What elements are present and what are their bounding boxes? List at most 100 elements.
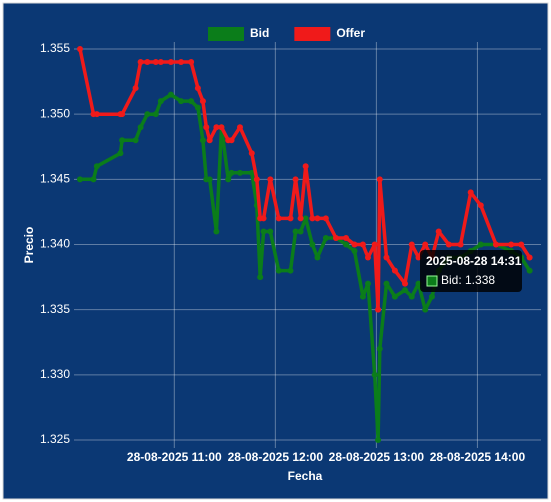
data-point <box>457 241 464 248</box>
data-point <box>213 124 220 131</box>
data-point <box>167 91 174 98</box>
data-point <box>236 124 243 131</box>
data-point <box>359 241 366 248</box>
data-point <box>297 228 304 235</box>
data-point <box>383 280 390 287</box>
data-point <box>435 228 442 235</box>
y-tick-label: 1.330 <box>40 367 70 381</box>
y-tick-label: 1.325 <box>40 432 70 446</box>
data-point <box>188 59 195 66</box>
data-point <box>225 176 232 183</box>
data-point <box>428 293 435 300</box>
tooltip-box <box>420 250 522 292</box>
data-point <box>508 241 515 248</box>
data-point <box>203 124 210 131</box>
data-point <box>157 59 164 66</box>
data-point <box>391 293 398 300</box>
data-point <box>371 241 378 248</box>
data-point <box>302 163 309 170</box>
data-point <box>194 104 201 111</box>
x-tick-label: 28-08-2025 11:00 <box>127 450 222 464</box>
data-point <box>137 59 144 66</box>
x-tick-label: 28-08-2025 12:00 <box>228 450 324 464</box>
data-point <box>137 124 144 131</box>
data-point <box>445 241 452 248</box>
data-point <box>77 176 83 183</box>
data-point <box>117 150 124 157</box>
data-point <box>178 98 185 105</box>
tooltip-swatch <box>426 275 438 287</box>
y-axis-title: Precio <box>22 227 36 264</box>
data-point <box>364 254 371 261</box>
data-point <box>371 371 378 378</box>
data-point <box>402 280 409 287</box>
data-point <box>351 241 358 248</box>
tooltip: 2025-08-28 14:31 Bid: 1.338 <box>420 250 522 292</box>
data-point <box>359 293 366 300</box>
x-tick-label: 28-08-2025 13:00 <box>329 450 425 464</box>
tooltip-title: 2025-08-28 14:31 <box>426 254 522 268</box>
data-point <box>376 345 383 352</box>
data-point <box>248 169 255 176</box>
data-point <box>314 254 321 261</box>
data-point <box>302 215 309 222</box>
x-axis-title: Fecha <box>288 469 323 483</box>
data-point <box>144 59 151 66</box>
data-point <box>199 137 206 144</box>
data-point <box>152 111 159 118</box>
data-point <box>93 111 100 118</box>
y-tick-label: 1.355 <box>40 41 70 55</box>
data-point <box>132 85 139 92</box>
data-point <box>267 228 274 235</box>
data-point <box>292 176 299 183</box>
data-point <box>292 228 299 235</box>
y-tick-label: 1.350 <box>40 106 70 120</box>
data-point <box>218 124 225 131</box>
data-point <box>157 98 164 105</box>
data-point <box>467 189 474 196</box>
data-point <box>309 215 316 222</box>
data-point <box>364 280 371 287</box>
data-point <box>343 234 350 241</box>
data-point <box>391 267 398 274</box>
data-point <box>132 137 139 144</box>
data-point <box>119 111 126 118</box>
data-point <box>415 280 422 287</box>
data-point <box>314 215 321 222</box>
legend-swatch <box>294 27 331 41</box>
data-point <box>206 137 213 144</box>
data-point <box>375 306 382 313</box>
data-point <box>213 228 220 235</box>
data-point <box>167 59 174 66</box>
data-point <box>77 46 83 52</box>
data-point <box>228 169 235 176</box>
data-point <box>257 274 264 281</box>
y-tick-label: 1.335 <box>40 302 70 316</box>
data-point <box>287 215 294 222</box>
data-point <box>422 241 429 248</box>
data-point <box>152 59 159 66</box>
data-point <box>376 176 383 183</box>
legend-label: Bid <box>250 26 269 40</box>
data-point <box>260 228 267 235</box>
data-point <box>178 59 185 66</box>
data-point <box>194 85 201 92</box>
data-point <box>322 215 329 222</box>
data-point <box>375 437 382 443</box>
data-point <box>144 111 151 118</box>
x-tick-label: 28-08-2025 14:00 <box>430 450 526 464</box>
legend-swatch <box>208 27 244 41</box>
data-point <box>199 98 206 105</box>
data-point <box>119 137 126 144</box>
data-point <box>422 306 429 313</box>
data-point <box>90 176 97 183</box>
data-point <box>383 254 390 261</box>
data-point <box>253 176 260 183</box>
data-point <box>408 293 415 300</box>
data-point <box>351 248 358 255</box>
data-point <box>267 176 274 183</box>
data-point <box>297 215 304 222</box>
data-point <box>260 215 267 222</box>
